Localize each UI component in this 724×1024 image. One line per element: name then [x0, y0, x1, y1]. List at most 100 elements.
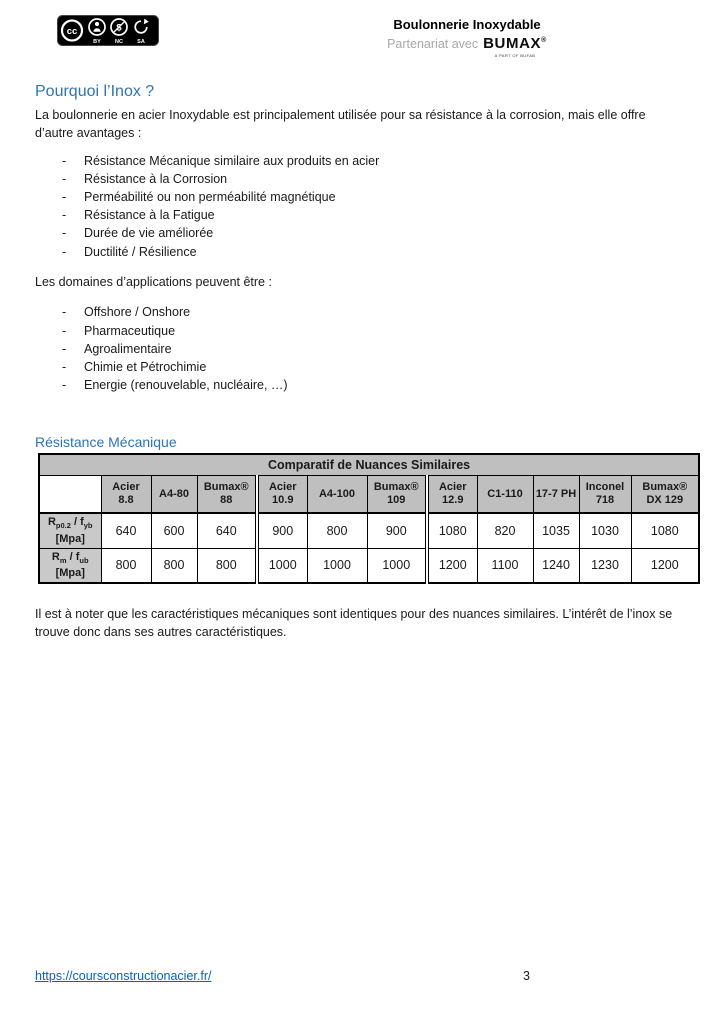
column-header: Acier 12.9 [425, 475, 478, 515]
svg-text:$: $ [116, 23, 122, 34]
footer-link[interactable]: https://coursconstructionacier.fr/ [35, 969, 212, 983]
bumax-logo: BUMAX® A PART OF BUFAB [483, 35, 547, 58]
list-item-label: Energie (renouvelable, nucléaire, …) [84, 378, 288, 393]
table-cell: 800 [100, 547, 152, 584]
comparison-table: Comparatif de Nuances Similaires Acier 8… [38, 453, 701, 584]
document-title: Boulonnerie Inoxydable [393, 17, 541, 32]
bumax-tagline: A PART OF BUFAB [494, 53, 536, 58]
row-header: Rp0.2 / fyb [Mpa] [38, 512, 102, 549]
table-column-row: Acier 8.8 A4-80 Bumax® 88 Acier 10.9 A4-100 B… [38, 475, 700, 515]
bullet-dash: - [62, 189, 67, 204]
sa-icon [134, 18, 149, 34]
list-item: - Offshore / Onshore [35, 303, 690, 321]
by-icon [88, 18, 106, 36]
list-item-label: Chimie et Pétrochimie [84, 360, 207, 375]
list-item: - Résistance Mécanique similaire aux prod… [35, 152, 690, 170]
list-item-label: Pharmaceutique [84, 323, 176, 338]
list-item-label: Résistance à la Fatigue [84, 208, 215, 223]
table-body: Rp0.2 / fyb [Mpa] 640 600 640 900 800 900 1080 82… [38, 512, 700, 584]
column-header: A4-80 [150, 475, 198, 515]
partner-prefix: Partenariat avec [387, 37, 479, 51]
by-label: BY [93, 39, 101, 45]
list-item: - Agroalimentaire [35, 340, 690, 358]
table-cell: 1035 [532, 512, 580, 549]
list-item-label: Agroalimentaire [84, 341, 172, 356]
table-cell: 900 [366, 512, 428, 549]
domains-list: - Offshore / Onshore - Pharmaceutique - Agroa… [35, 303, 690, 394]
table-cell: 900 [255, 512, 308, 549]
table-cell: 1000 [306, 547, 368, 584]
table-cell: 800 [150, 547, 198, 584]
sa-label: SA [137, 39, 145, 45]
table-cell: 820 [476, 512, 534, 549]
registered-mark: ® [541, 37, 547, 44]
column-header: C1-110 [476, 475, 534, 515]
list-item-label: Perméabilité ou non perméabilité magnéti… [84, 189, 336, 204]
bullet-dash: - [62, 153, 67, 168]
table-cell: 1100 [476, 547, 534, 584]
page-header: cc $ BY [35, 15, 690, 69]
list-item: - Energie (renouvelable, nucléaire, …) [35, 376, 690, 394]
bullet-dash: - [62, 305, 67, 320]
table-row: Rp0.2 / fyb [Mpa] 640 600 640 900 800 900 1080 82… [38, 512, 700, 549]
nc-icon: $ [110, 18, 128, 36]
list-item: - Perméabilité ou non perméabilité magnét… [35, 188, 690, 206]
header-title-block: Boulonnerie Inoxydable Partenariat avec … [357, 17, 577, 58]
column-header: Bumax® 88 [196, 475, 258, 515]
list-item: - Résistance à la Fatigue [35, 206, 690, 224]
table-cell: 800 [306, 512, 368, 549]
table-cell: 1000 [366, 547, 428, 584]
table-cell: 1030 [578, 512, 632, 549]
column-header: Bumax® DX 129 [630, 475, 700, 515]
list-item-label: Résistance Mécanique similaire aux produ… [84, 153, 380, 168]
partner-line: Partenariat avec BUMAX® A PART OF BUFAB [357, 35, 577, 58]
page-number: 3 [523, 969, 530, 983]
list-item: - Chimie et Pétrochimie [35, 358, 690, 376]
table-cell: 600 [150, 512, 198, 549]
svg-text:cc: cc [67, 26, 78, 37]
bullet-dash: - [62, 208, 67, 223]
cc-icon: cc [60, 19, 84, 42]
column-header: A4-100 [306, 475, 368, 515]
table-cell: 1080 [425, 512, 478, 549]
bullet-dash: - [62, 360, 67, 375]
row-header: Rm / fub [Mpa] [38, 547, 102, 584]
list-item: - Ductilité / Résilience [35, 243, 690, 261]
column-header: Acier 8.8 [100, 475, 152, 515]
table-title: Comparatif de Nuances Similaires [38, 453, 700, 477]
table-cell: 640 [100, 512, 152, 549]
bullet-dash: - [62, 171, 67, 186]
corner-cell [38, 475, 102, 515]
list-item-label: Durée de vie améliorée [84, 226, 214, 241]
table-cell: 1200 [630, 547, 700, 584]
bullet-dash: - [62, 323, 67, 338]
domains-intro: Les domaines d’applications peuvent être… [35, 274, 272, 289]
table-cell: 1200 [425, 547, 478, 584]
cc-license-badge: cc $ BY [57, 15, 159, 51]
list-item: - Pharmaceutique [35, 322, 690, 340]
bullet-dash: - [62, 378, 67, 393]
table-row: Rm / fub [Mpa] 800 800 800 1000 1000 1000 1200 11… [38, 547, 700, 584]
note-paragraph: Il est à noter que les caractéristiques … [35, 606, 673, 639]
bullet-dash: - [62, 341, 67, 356]
column-header: Bumax® 109 [366, 475, 428, 515]
list-item: - Résistance à la Corrosion [35, 170, 690, 188]
column-header: Inconel 718 [578, 475, 632, 515]
list-item-label: Résistance à la Corrosion [84, 171, 228, 186]
intro-paragraph: La boulonnerie en acier Inoxydable est p… [35, 108, 646, 140]
list-item-label: Ductilité / Résilience [84, 244, 197, 259]
table-cell: 1240 [532, 547, 580, 584]
page-footer: https://coursconstructionacier.fr/ 3 [35, 969, 689, 983]
list-item-label: Offshore / Onshore [84, 305, 191, 320]
cc-badge-graphic: cc $ BY [57, 15, 159, 46]
section-title-resistance: Résistance Mécanique [35, 434, 177, 451]
table-title-row: Comparatif de Nuances Similaires [38, 453, 700, 477]
column-header: 17-7 PH [532, 475, 580, 515]
table-cell: 640 [196, 512, 258, 549]
bullet-dash: - [62, 244, 67, 259]
table-cell: 1080 [630, 512, 700, 549]
advantages-list: - Résistance Mécanique similaire aux prod… [35, 152, 690, 261]
bullet-dash: - [62, 226, 67, 241]
list-item: - Durée de vie améliorée [35, 224, 690, 242]
